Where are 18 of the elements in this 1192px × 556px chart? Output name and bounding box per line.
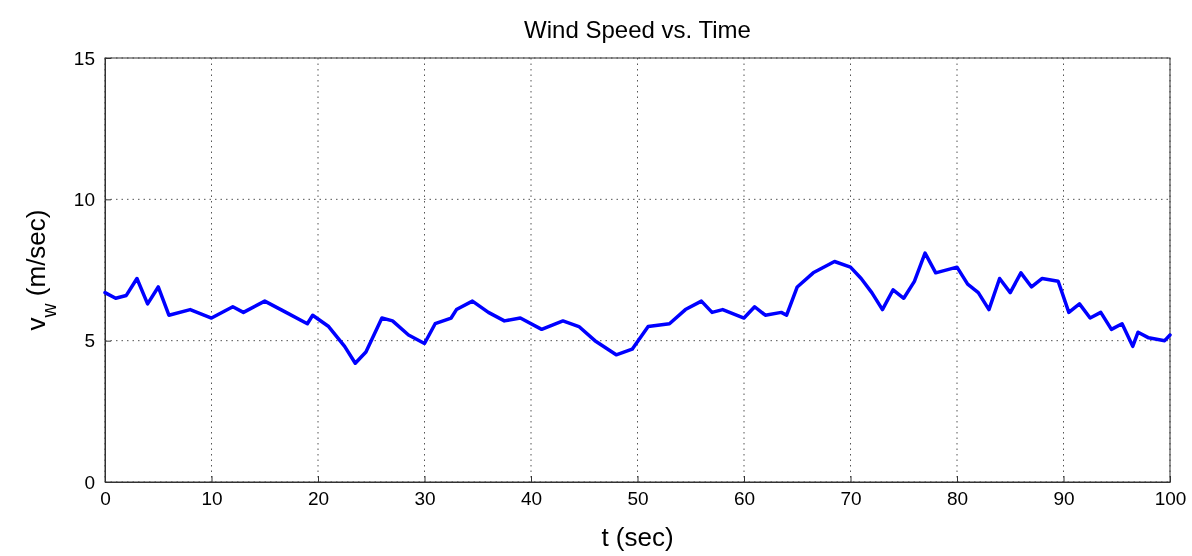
y-tick-label: 10 (73, 188, 95, 210)
x-tick-label: 100 (1154, 488, 1187, 510)
x-tick-label: 0 (100, 488, 111, 510)
x-tick-label: 80 (946, 488, 969, 510)
x-axis-title: t (sec) (601, 522, 674, 552)
x-tick-label: 20 (307, 488, 330, 510)
y-tick-label: 15 (73, 47, 95, 69)
x-tick-label: 60 (733, 488, 756, 510)
x-tick-label: 70 (840, 488, 862, 510)
x-tick-label: 30 (414, 488, 436, 510)
y-tick-label: 0 (84, 471, 95, 493)
chart-title: Wind Speed vs. Time (524, 16, 751, 43)
x-tick-label: 90 (1053, 488, 1075, 510)
x-tick-label: 10 (201, 488, 223, 510)
x-tick-label: 50 (627, 488, 649, 510)
line-series (103, 251, 1172, 366)
y-tick-label: 5 (84, 330, 95, 352)
x-tick-label: 40 (520, 488, 543, 510)
